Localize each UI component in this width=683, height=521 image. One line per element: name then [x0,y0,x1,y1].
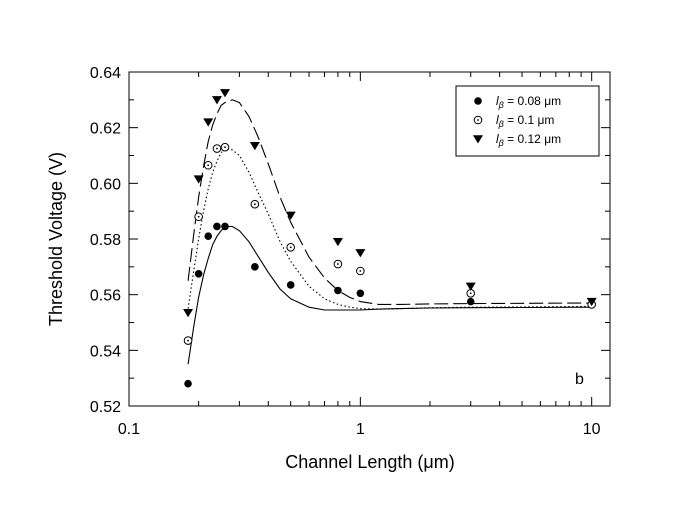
data-point-series-2-dot [359,270,362,272]
legend-label-series-2: lβ = 0.1 μm [496,113,554,129]
data-point-series-3 [220,89,231,98]
legend-items: lβ = 0.08 μm lβ = 0.1 μm lβ = 0.12 μm [473,94,561,148]
y-tick-label: 0.52 [90,399,121,416]
x-tick-label: 1 [356,421,365,438]
data-point-series-3 [586,297,597,307]
data-point-series-1 [334,286,342,295]
data-point-series-1 [286,281,295,289]
data-point-series-3 [193,175,204,184]
data-point-series-2 [183,336,193,345]
x-axis: 0.1 1 10 [118,72,601,438]
data-point-series-2-dot [469,292,472,295]
panel-label: b [575,371,584,388]
legend-marker-series-1 [474,97,482,105]
data-point-series-3 [183,309,194,318]
data-point-series-3 [203,118,214,127]
data-point-series-2 [286,243,296,252]
data-point-series-1 [204,232,213,241]
y-tick-label: 0.58 [90,232,121,249]
legend-marker-series-2 [473,115,483,125]
data-point-series-1 [251,263,259,271]
data-point-series-2 [212,144,222,153]
legend: lβ = 0.08 μm lβ = 0.1 μm lβ = 0.12 μm [455,85,600,157]
data-point-series-3 [285,211,296,220]
data-point-series-3 [249,142,260,151]
x-tick-label: 0.1 [118,421,140,438]
data-point-series-2 [466,288,476,298]
data-point-series-1 [194,269,203,278]
data-point-series-1 [213,222,221,231]
y-tick-label: 0.64 [90,65,121,82]
data-point-series-1 [356,289,365,298]
data-point-series-1 [184,379,192,388]
data-point-series-2-dot [337,263,339,265]
data-point-series-2 [250,199,260,209]
data-point-series-2-dot [207,164,210,167]
data-point-series-2-dot [187,339,189,342]
data-point-series-3 [332,238,343,247]
fit-line-series-1 [187,225,592,365]
data-point-series-1 [221,222,229,231]
x-axis-title: Channel Length (μm) [285,452,454,472]
data-point-series-2 [333,259,343,269]
y-axis: 0.52 0.54 0.56 0.58 0.60 0.62 0.64 [90,65,610,416]
legend-marker-series-3 [473,135,483,144]
legend-label-series-3: lβ = 0.12 μm [496,132,561,148]
legend-label-series-1: lβ = 0.08 μm [496,94,561,110]
data-point-series-2-dot [216,147,218,150]
data-point-series-2 [194,212,203,222]
data-point-series-2-dot [224,146,226,149]
data-point-series-2-dot [289,246,292,249]
y-tick-label: 0.56 [90,288,121,305]
y-tick-label: 0.62 [90,121,121,138]
data-point-series-2 [203,160,213,170]
y-axis-title: Threshold Voltage (V) [46,152,66,326]
x-tick-label: 10 [583,421,601,438]
data-point-series-3 [211,96,222,105]
fit-lines [187,99,592,365]
data-point-series-2-dot [253,203,256,206]
data-point-series-3 [465,282,476,291]
data-point-series-2 [356,266,365,276]
data-markers [183,89,597,388]
data-point-series-3 [355,249,366,258]
data-point-series-2 [220,142,230,152]
y-tick-label: 0.60 [90,176,121,193]
legend-marker-series-2-dot [477,119,479,121]
fit-line-series-3 [187,99,592,305]
data-point-series-2-dot [197,215,200,218]
y-tick-label: 0.54 [90,343,121,360]
data-point-series-1 [466,297,475,306]
fit-line-series-2 [187,147,592,310]
